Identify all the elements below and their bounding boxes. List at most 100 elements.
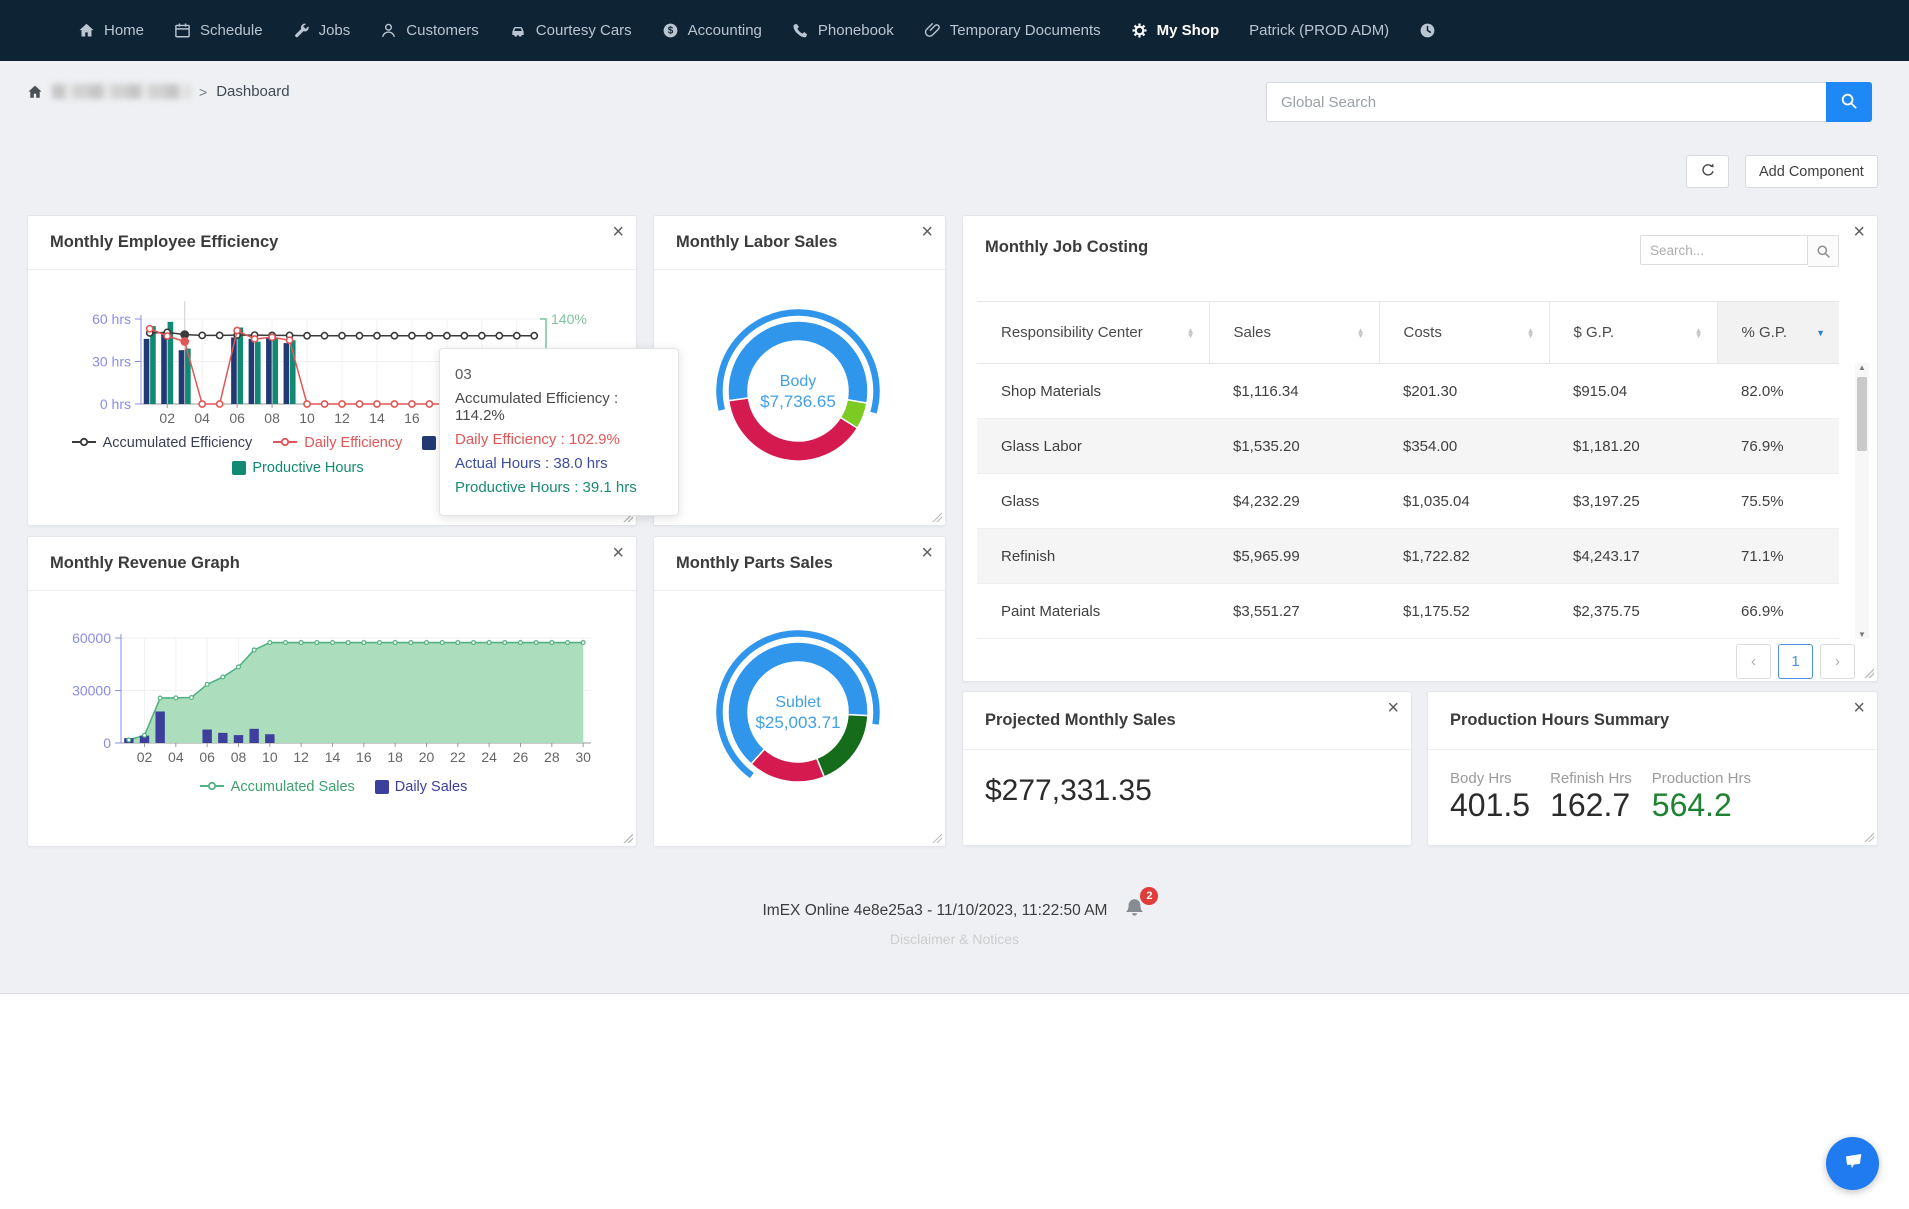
card-title: Monthly Labor Sales [676, 233, 838, 251]
disclaimer-link[interactable]: Disclaimer & Notices [889, 931, 1020, 947]
resize-handle[interactable] [623, 512, 633, 522]
home-icon [78, 22, 95, 39]
resize-handle[interactable] [1864, 668, 1874, 678]
svg-text:22: 22 [450, 749, 466, 765]
legend-item-productive-hours[interactable]: Productive Hours [232, 460, 364, 476]
table-scrollbar[interactable]: ▲ ▼ [1855, 363, 1869, 639]
legend-item-accumulated-efficiency[interactable]: Accumulated Efficiency [71, 435, 252, 451]
breadcrumb-home-icon[interactable] [27, 84, 43, 100]
job-costing-search-input[interactable] [1640, 235, 1808, 265]
card-monthly-employee-efficiency: Monthly Employee Efficiency × 0 hrs 30 hr… [27, 215, 679, 526]
close-icon[interactable]: × [612, 221, 624, 243]
column-header-inner: Responsibility Center ▲ ▼ [1001, 324, 1195, 341]
donut-slice-slice-3[interactable] [727, 397, 859, 462]
resize-handle[interactable] [932, 833, 942, 843]
nav-item-home[interactable]: Home [78, 22, 144, 39]
svg-text:14: 14 [325, 749, 341, 765]
refresh-button[interactable] [1686, 155, 1729, 188]
svg-text:02: 02 [159, 410, 175, 426]
nav-item-customers[interactable]: Customers [380, 22, 479, 39]
footer: ImEX Online 4e8e25a3 - 11/10/2023, 11:22… [0, 887, 1909, 947]
card-projected-monthly-sales: Projected Monthly Sales × $277,331.35 [962, 691, 1412, 846]
revenue-chart: 0 30000 60000 02 04 06 08 10 12 14 16 18 20 22 24 26 28 3… [72, 630, 591, 765]
donut-slice-body[interactable] [727, 320, 869, 405]
nav-clock[interactable] [1419, 22, 1436, 39]
table-cell: 75.5% [1717, 473, 1839, 529]
nav-item-phonebook[interactable]: Phonebook [792, 22, 894, 39]
svg-text:02: 02 [137, 749, 153, 765]
table-cell: 76.9% [1717, 418, 1839, 474]
svg-text:06: 06 [199, 749, 215, 765]
svg-text:08: 08 [231, 749, 247, 765]
notifications-bell[interactable]: 2 [1123, 887, 1159, 925]
legend-line-marker [199, 779, 225, 795]
nav-item-label: Schedule [200, 22, 263, 39]
close-icon[interactable]: × [612, 542, 624, 564]
legend-item-accumulated-sales[interactable]: Accumulated Sales [199, 779, 355, 795]
clock-icon [1419, 22, 1436, 39]
donut-slice-sublet[interactable] [727, 641, 869, 766]
revenue-legend-row: Accumulated Sales Daily Sales [28, 779, 638, 795]
svg-text:60000: 60000 [72, 630, 111, 646]
svg-text:16: 16 [356, 749, 372, 765]
metric-label: Body Hrs [1450, 770, 1512, 787]
nav-item-temporary-documents[interactable]: Temporary Documents [924, 22, 1101, 39]
legend-line-marker [272, 435, 298, 451]
nav-item-courtesy-cars[interactable]: Courtesy Cars [509, 22, 632, 39]
svg-text:140%: 140% [551, 311, 587, 327]
close-icon[interactable]: × [1387, 697, 1399, 719]
sort-icon: ▲ ▼ [1356, 325, 1365, 340]
card-title: Monthly Job Costing [985, 238, 1149, 256]
close-icon[interactable]: × [1853, 697, 1865, 719]
next-page-button[interactable]: › [1820, 644, 1855, 679]
legend-label: Productive Hours [252, 460, 364, 476]
scroll-down-icon[interactable]: ▼ [1858, 630, 1866, 639]
chat-launcher-button[interactable] [1826, 1137, 1879, 1190]
card-monthly-labor-sales: Monthly Labor Sales × Body $7,736.65 [653, 215, 946, 526]
nav-item-jobs[interactable]: Jobs [293, 22, 350, 39]
tooltip-title: 03 [455, 366, 472, 383]
legend-item-daily-sales[interactable]: Daily Sales [374, 779, 467, 795]
table-row: Glass Labor $1,535.20 $354.00 $1,181.20 76.9… [977, 418, 1839, 474]
global-search-input[interactable] [1266, 82, 1826, 122]
bell-icon [1123, 899, 1146, 924]
table-cell: $1,116.34 [1209, 363, 1379, 419]
column-header-sales[interactable]: Sales ▲ ▼ [1208, 301, 1379, 364]
scroll-up-icon[interactable]: ▲ [1858, 363, 1866, 372]
donut-slice-slice-3[interactable] [750, 748, 826, 783]
nav-item-accounting[interactable]: $ Accounting [662, 22, 762, 39]
scrollbar-thumb[interactable] [1857, 377, 1867, 451]
nav-user[interactable]: Patrick (PROD ADM) [1249, 22, 1389, 39]
column-header--g-p-[interactable]: $ G.P. ▲ ▼ [1548, 301, 1717, 364]
column-header-costs[interactable]: Costs ▲ ▼ [1378, 301, 1549, 364]
column-header-responsibility-center[interactable]: Responsibility Center ▲ ▼ [977, 301, 1209, 364]
gear-icon [1131, 22, 1148, 39]
resize-handle[interactable] [932, 512, 942, 522]
resize-handle[interactable] [623, 833, 633, 843]
efficiency-legend-row-2: Productive Hours [28, 460, 568, 476]
page-number-button[interactable]: 1 [1778, 644, 1813, 679]
nav-item-schedule[interactable]: Schedule [174, 22, 263, 39]
nav-user-label: Patrick (PROD ADM) [1249, 22, 1390, 39]
close-icon[interactable]: × [921, 221, 933, 243]
global-search-button[interactable] [1826, 82, 1872, 122]
svg-text:$: $ [667, 26, 673, 37]
shop-name-redacted[interactable] [52, 84, 190, 99]
legend-label: Accumulated Sales [230, 779, 355, 795]
svg-text:08: 08 [264, 410, 280, 426]
prev-page-button[interactable]: ‹ [1736, 644, 1771, 679]
table-cell: Paint Materials [977, 583, 1209, 639]
nav-item-my-shop[interactable]: My Shop [1131, 22, 1219, 39]
svg-text:18: 18 [387, 749, 403, 765]
metric-production-hrs: Production Hrs 564.2 [1652, 770, 1751, 824]
metric-label: Refinish Hrs [1550, 770, 1632, 787]
close-icon[interactable]: × [921, 542, 933, 564]
search-icon[interactable] [1808, 235, 1839, 267]
column-header--g-p-[interactable]: % G.P. ▼ [1716, 301, 1839, 364]
legend-item-daily-efficiency[interactable]: Daily Efficiency [272, 435, 402, 451]
add-component-button[interactable]: Add Component [1745, 155, 1878, 188]
svg-text:60 hrs: 60 hrs [92, 311, 131, 327]
resize-handle[interactable] [1864, 832, 1874, 842]
close-icon[interactable]: × [1853, 221, 1865, 243]
chat-icon [1840, 1148, 1866, 1179]
